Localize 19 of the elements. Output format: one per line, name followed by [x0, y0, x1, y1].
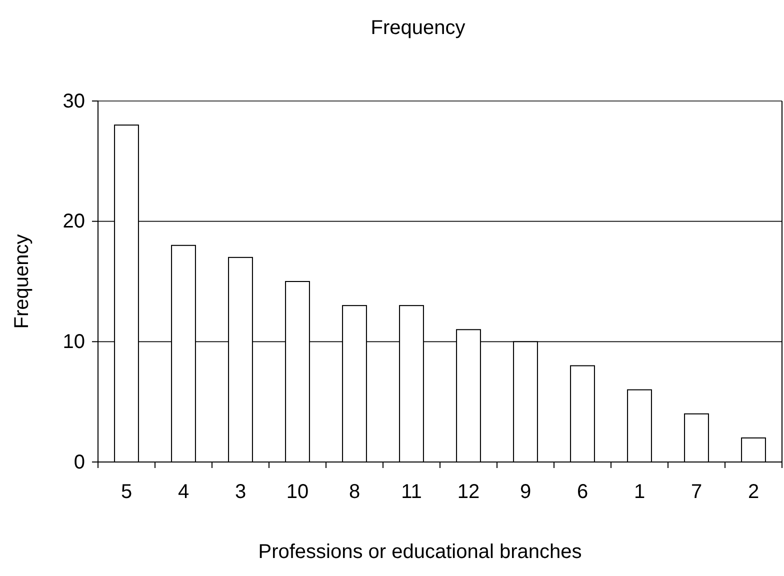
x-tick-label: 11	[401, 481, 422, 503]
x-tick-label: 7	[690, 481, 702, 503]
x-axis-title: Professions or educational branches	[258, 541, 582, 563]
chart-title: Frequency	[370, 17, 466, 39]
x-tick-label: 12	[457, 481, 480, 503]
x-tick-label: 6	[576, 481, 588, 503]
y-tick-label: 10	[62, 331, 85, 354]
y-tick-label: 0	[74, 451, 85, 474]
y-axis-title: Frequency	[11, 234, 33, 329]
x-tick-label: 10	[286, 481, 309, 503]
x-tick-label: 1	[634, 481, 646, 503]
x-tick-label: 8	[348, 481, 360, 503]
y-tick-label: 20	[62, 210, 85, 233]
x-tick-label: 3	[234, 481, 246, 503]
y-tick-label: 30	[62, 90, 85, 112]
x-tick-label: 9	[520, 481, 532, 503]
x-tick-label: 5	[120, 481, 132, 503]
x-tick-label: 2	[748, 481, 760, 503]
x-tick-label: 4	[178, 481, 190, 503]
